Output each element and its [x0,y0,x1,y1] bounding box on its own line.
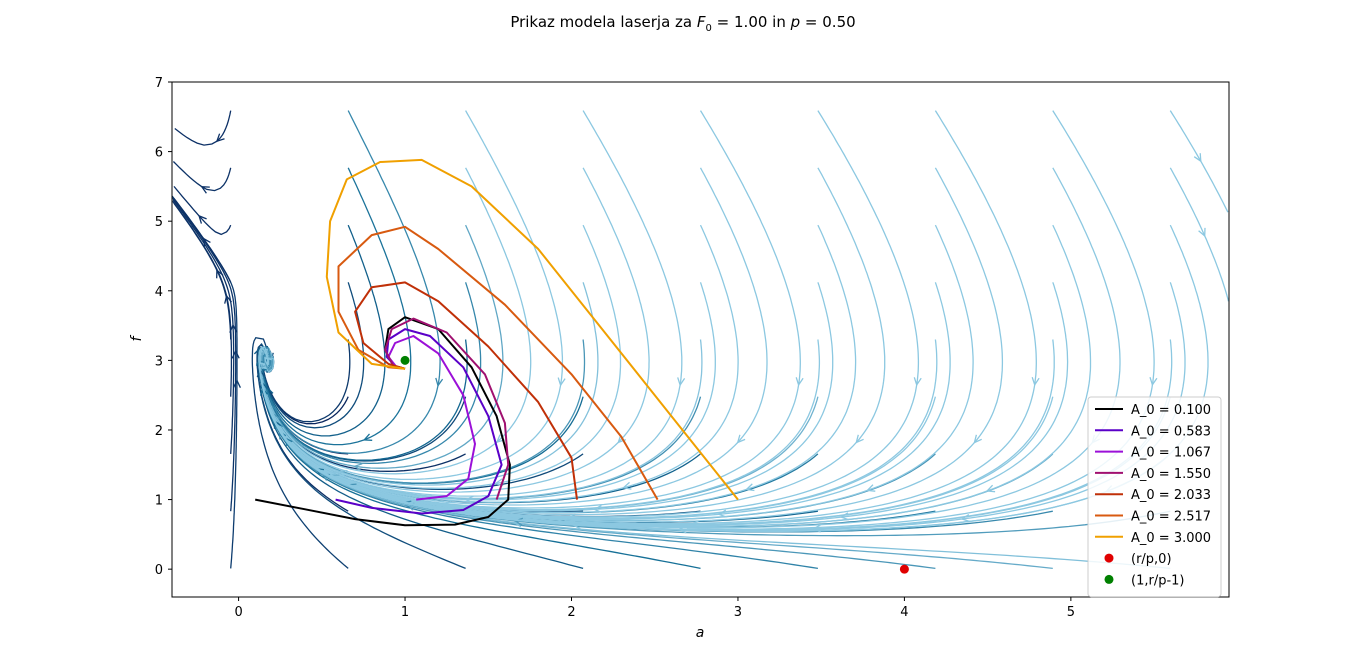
legend-label: A_0 = 0.583 [1131,424,1211,439]
streamline [1169,167,1229,302]
x-tick-label: 2 [567,605,575,620]
streamline-arrow [435,377,444,388]
y-axis-label: f [129,334,145,341]
y-tick-label: 7 [155,76,163,91]
streamline-arrow [353,463,363,472]
streamline-arrow [557,377,566,387]
chart-title: Prikaz modela laserja za F0 = 1.00 in p … [510,13,855,34]
y-tick-label: 3 [155,354,163,369]
streamline [173,198,232,283]
streamline-arrow [513,517,524,526]
streamline [256,342,466,570]
streamline-arrow [1149,377,1158,387]
streamline-arrow [795,377,804,387]
streamline [258,346,584,513]
streamline-arrow [202,237,211,247]
y-tick-label: 5 [155,215,163,230]
fixed-points [400,355,909,574]
trajectories [255,158,739,527]
legend: A_0 = 0.100 A_0 = 0.583 A_0 = 1.067 A_0 = 1… [1087,396,1222,598]
legend-marker [1104,553,1114,563]
x-axis: 0 1 2 3 4 5 [234,597,1075,620]
streamline-arrow [200,185,210,194]
legend-label: (r/p,0) [1131,552,1172,567]
x-axis-label: a [696,625,705,641]
x-tick-label: 3 [734,605,742,620]
legend-box [1087,396,1222,598]
streamline [172,195,238,569]
streamline [259,110,564,481]
y-tick-label: 0 [155,563,163,578]
trajectory-line [255,316,511,527]
streamline-arrow [495,434,505,444]
streamline-arrow [839,512,850,521]
streamline-arrow [622,481,632,490]
streamline [686,110,1155,530]
streamline-arrow [745,483,755,492]
streamline-arrow [736,434,746,444]
streamline-arrow [215,133,225,143]
legend-label: A_0 = 1.550 [1131,467,1211,482]
streamline-arrow [216,268,224,279]
streamline [275,110,683,497]
streamline-arrow [985,484,996,493]
streamline [1169,110,1229,213]
x-tick-label: 5 [1067,605,1075,620]
streamline [258,347,1053,533]
streamline-arrow [1031,376,1040,387]
streamline [173,202,232,340]
legend-label: A_0 = 0.100 [1131,403,1211,418]
trajectory-line [337,225,659,501]
y-tick-label: 4 [155,285,163,300]
trajectory-line [384,317,510,500]
legend-label: A_0 = 2.517 [1131,510,1211,525]
trajectory-line [354,281,578,500]
fixed-point-marker [899,564,909,574]
streamline [259,224,386,437]
streamlines [172,110,1229,570]
x-tick-label: 1 [401,605,409,620]
streamline-arrow [362,433,373,441]
streamline [258,167,650,493]
streamline-arrow [198,214,207,224]
streamline [289,224,974,521]
streamline [174,110,232,146]
streamline-arrow [973,434,982,444]
y-tick-label: 2 [155,424,163,439]
streamline [172,197,237,512]
streamline-arrow [865,484,876,492]
x-tick-label: 0 [234,605,242,620]
streamline [172,161,232,192]
plot-frame [171,81,1230,598]
legend-label: (1,r/p-1) [1131,573,1185,588]
streamline-arrow [677,377,686,387]
legend-label: A_0 = 3.000 [1131,531,1211,546]
streamline [172,200,233,397]
legend-label: A_0 = 2.033 [1131,488,1211,503]
y-tick-label: 1 [155,494,163,509]
streamline-arrow [913,377,922,387]
streamline-arrow [855,434,864,444]
streamline [260,110,441,454]
streamline-arrow [960,514,971,523]
y-axis: 0 1 2 3 4 5 6 7 [155,76,172,578]
legend-label: A_0 = 1.067 [1131,446,1211,461]
streamline [259,167,532,475]
legend-marker [1104,574,1114,584]
streamline-arrow [232,379,241,388]
x-tick-label: 4 [900,605,908,620]
fixed-point-marker [400,355,410,365]
y-tick-label: 6 [155,146,163,161]
streamline-arrow [1193,153,1202,163]
streamline-arrow [1198,227,1206,238]
trajectory-line [325,158,739,501]
